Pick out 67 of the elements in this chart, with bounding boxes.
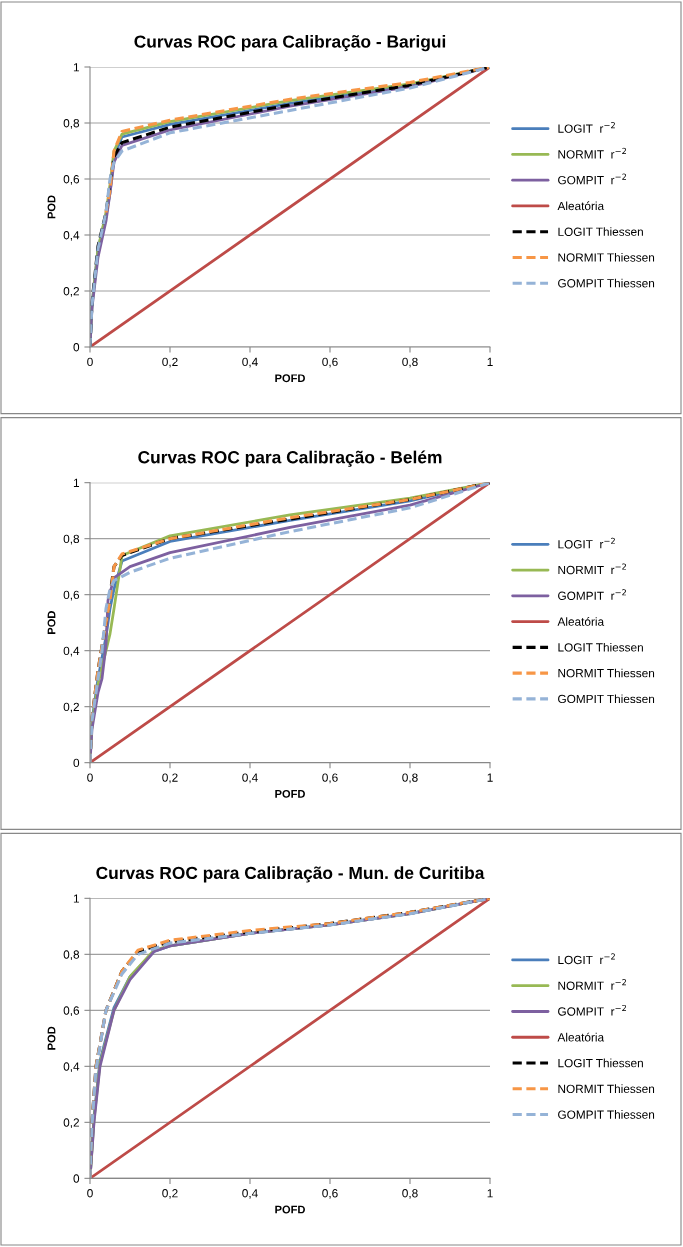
x-tick-label: 0,8	[402, 1189, 418, 1199]
chart-title: Curvas ROC para Calibração - Belém	[138, 450, 442, 467]
legend-label: LOGIT r$^{−2}$	[558, 122, 615, 133]
x-tick-label: 0,4	[242, 357, 258, 368]
chart-title: Curvas ROC para Calibração - Mun. de Curitiba	[96, 866, 485, 883]
x-tick-label: 0	[87, 773, 93, 782]
legend-label: LOGIT r$^{−2}$	[558, 953, 615, 965]
x-tick-label: 0,6	[322, 357, 338, 368]
legend-label: LOGIT Thiessen	[558, 1058, 643, 1068]
legend-label: GOMPIT Thiessen	[558, 278, 655, 288]
line-series	[104, 67, 490, 215]
x-tick-label: 0,2	[162, 773, 178, 784]
x-axis-title: POFD	[275, 374, 305, 383]
y-tick-label: 0,2	[63, 287, 79, 297]
y-tick-label: 0,2	[63, 1118, 79, 1129]
x-tick-label: 0,6	[322, 773, 338, 784]
y-tick-label: 0	[73, 343, 80, 352]
legend-label: GOMPIT r$^{−2}$	[558, 173, 627, 185]
legend-label: Aleatória	[557, 1032, 605, 1042]
chart-title: Curvas ROC para Calibração - Barigui	[134, 34, 446, 52]
y-axis-title: POD	[47, 611, 56, 634]
x-tick-label: 0	[87, 1189, 93, 1198]
x-tick-label: 0	[87, 357, 93, 367]
x-tick-label: 0,8	[402, 357, 418, 368]
y-tick-label: 0,4	[63, 231, 80, 241]
y-tick-label: 0,2	[63, 702, 79, 713]
legend-label: LOGIT Thiessen	[558, 642, 643, 652]
x-tick-label: 0,6	[322, 1189, 338, 1199]
x-tick-label: 1	[487, 773, 493, 782]
legend-label: Aleatória	[557, 201, 605, 211]
y-tick-label: 1	[73, 63, 80, 72]
x-tick-label: 1	[487, 357, 493, 366]
y-tick-label: 0	[73, 1174, 80, 1183]
x-tick-label: 0,4	[242, 1189, 258, 1199]
y-tick-label: 0,8	[63, 534, 80, 545]
legend-label: GOMPIT Thiessen	[558, 1110, 655, 1119]
x-tick-label: 0,2	[162, 1189, 178, 1199]
x-tick-label: 0,8	[402, 773, 418, 784]
legend-label: NORMIT r$^{−2}$	[558, 979, 626, 990]
legend-label: GOMPIT r$^{−2}$	[558, 589, 627, 600]
x-axis-title: POFD	[275, 789, 305, 798]
y-tick-label: 0,6	[63, 175, 80, 185]
y-axis-title: POD	[47, 195, 56, 219]
legend-label: NORMIT Thiessen	[558, 1084, 655, 1094]
x-tick-label: 0,4	[242, 773, 258, 784]
y-tick-label: 0,4	[63, 1062, 80, 1073]
y-tick-label: 0	[73, 758, 80, 768]
x-axis-title: POFD	[275, 1205, 305, 1214]
x-tick-label: 0,2	[162, 357, 178, 368]
legend-label: LOGIT Thiessen	[558, 227, 643, 236]
legend-label: NORMIT Thiessen	[558, 668, 655, 678]
y-tick-label: 0,8	[63, 950, 80, 961]
legend-label: Aleatória	[557, 617, 605, 626]
y-axis-title: POD	[47, 1026, 56, 1050]
legend-label: NORMIT r$^{−2}$	[558, 563, 626, 575]
legend-label: LOGIT r$^{−2}$	[558, 537, 615, 549]
y-tick-label: 0,8	[63, 119, 80, 129]
legend-label: NORMIT Thiessen	[558, 253, 655, 262]
y-tick-label: 0,6	[63, 1006, 80, 1017]
legend-label: GOMPIT r$^{−2}$	[558, 1004, 627, 1016]
y-tick-label: 1	[73, 478, 80, 487]
legend-label: GOMPIT Thiessen	[558, 694, 655, 704]
y-tick-label: 1	[73, 894, 80, 903]
legend-label: NORMIT r$^{−2}$	[558, 147, 626, 159]
y-tick-label: 0,6	[63, 590, 80, 601]
y-tick-label: 0,4	[63, 646, 80, 657]
x-tick-label: 1	[487, 1189, 493, 1198]
